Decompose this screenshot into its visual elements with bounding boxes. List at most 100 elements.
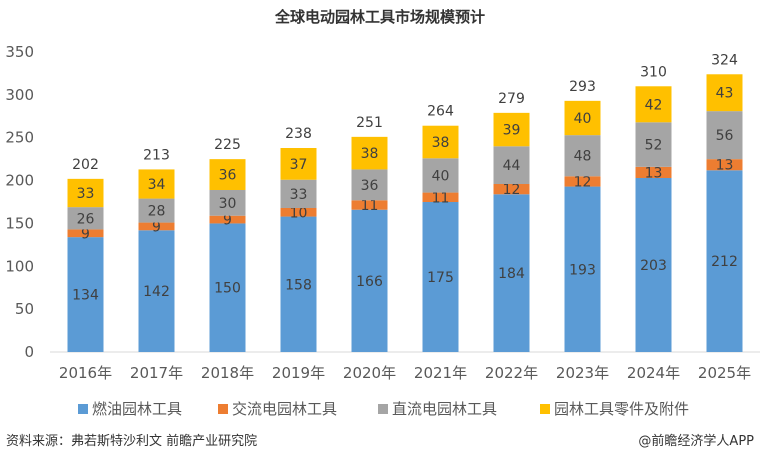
bar-segment — [422, 202, 459, 352]
bar-segment — [280, 216, 317, 352]
data-label: 13 — [716, 158, 734, 174]
bar-segment — [422, 192, 459, 202]
data-label: 38 — [361, 146, 379, 162]
total-label: 293 — [569, 79, 596, 95]
x-tick-label: 2018年 — [201, 364, 254, 382]
y-tick-label: 50 — [15, 300, 34, 318]
y-tick-label: 0 — [24, 343, 34, 361]
legend-swatch — [378, 404, 388, 414]
legend-label: 园林工具零件及附件 — [554, 400, 689, 418]
bar-segment — [706, 74, 743, 112]
data-label: 175 — [427, 270, 454, 286]
x-tick-label: 2016年 — [59, 364, 112, 382]
bar-segment — [706, 111, 743, 160]
data-label: 134 — [72, 288, 99, 304]
data-label: 150 — [214, 281, 241, 297]
legend-swatch — [540, 404, 550, 414]
legend-label: 交流电园林工具 — [232, 400, 337, 418]
x-tick-label: 2024年 — [627, 364, 680, 382]
total-label: 225 — [214, 137, 241, 153]
bar-segment — [635, 166, 672, 178]
bar-segment — [138, 198, 175, 223]
bar-segment — [493, 112, 530, 147]
y-tick-label: 150 — [5, 214, 34, 232]
bar-segment — [280, 208, 317, 217]
data-label: 11 — [432, 190, 450, 206]
y-tick-label: 250 — [5, 129, 34, 147]
bar-segment — [138, 222, 175, 231]
data-label: 33 — [77, 186, 95, 202]
data-label: 40 — [432, 168, 450, 184]
data-label: 10 — [290, 205, 308, 221]
x-tick-label: 2019年 — [272, 364, 325, 382]
data-label: 193 — [569, 262, 596, 278]
bar-segment — [422, 158, 459, 193]
data-label: 28 — [148, 204, 166, 220]
bar-segment — [280, 179, 317, 208]
bar-segment — [564, 135, 601, 177]
total-label: 310 — [640, 64, 667, 80]
bar-segment — [67, 237, 104, 352]
bar-segment — [67, 178, 104, 208]
data-label: 56 — [716, 128, 734, 144]
source-note: 资料来源：弗若斯特沙利文 前瞻产业研究院 — [6, 433, 257, 449]
data-label: 203 — [640, 258, 667, 274]
data-label: 142 — [143, 284, 170, 300]
x-tick-label: 2020年 — [343, 364, 396, 382]
total-label: 202 — [72, 157, 99, 173]
bar-segment — [564, 100, 601, 136]
data-label: 9 — [223, 213, 232, 229]
data-label: 48 — [574, 149, 592, 165]
data-label: 158 — [285, 277, 312, 293]
y-tick-label: 300 — [5, 86, 34, 104]
x-tick-label: 2017年 — [130, 364, 183, 382]
data-label: 12 — [503, 182, 521, 198]
brand-credit: @前瞻经济学人APP — [638, 433, 754, 449]
data-label: 34 — [148, 177, 166, 193]
bar-segment — [280, 148, 317, 180]
data-label: 166 — [356, 274, 383, 290]
total-label: 213 — [143, 147, 170, 163]
legend-label: 直流电园林工具 — [392, 400, 497, 418]
legend: 燃油园林工具 交流电园林工具 直流电园林工具 园林工具零件及附件 — [78, 400, 689, 418]
bar-segment — [351, 136, 388, 170]
bar-segment — [138, 230, 175, 352]
legend-label: 燃油园林工具 — [92, 400, 182, 418]
y-tick-label: 350 — [5, 43, 34, 61]
x-tick-label: 2025年 — [698, 364, 751, 382]
legend-swatch — [78, 404, 88, 414]
bar-segment — [209, 223, 246, 352]
bar-segment — [564, 186, 601, 352]
data-label: 13 — [645, 165, 663, 181]
bar-segment — [67, 207, 104, 230]
bar-segment — [635, 178, 672, 352]
data-label: 36 — [219, 168, 237, 184]
data-label: 9 — [81, 226, 90, 242]
data-label: 37 — [290, 157, 308, 173]
bar-segment — [493, 146, 530, 184]
bar-segment — [706, 159, 743, 171]
bar-segment — [706, 170, 743, 352]
bar-segment — [564, 176, 601, 187]
total-label: 264 — [427, 104, 454, 120]
bar-segment — [67, 229, 104, 238]
bar-segment — [209, 190, 246, 216]
bar-segment — [351, 209, 388, 352]
y-tick-label: 200 — [5, 172, 34, 190]
bar-segment — [138, 169, 175, 199]
total-label: 279 — [498, 91, 525, 107]
data-label: 38 — [432, 135, 450, 151]
data-label: 26 — [77, 211, 95, 227]
data-label: 9 — [152, 219, 161, 235]
x-tick-label: 2021年 — [414, 364, 467, 382]
data-label: 52 — [645, 138, 663, 154]
x-tick-label: 2023年 — [556, 364, 609, 382]
total-label: 251 — [356, 115, 383, 131]
bar-segment — [209, 215, 246, 224]
bars: 134926332022016年142928342132017年15093036… — [59, 52, 751, 382]
total-label: 324 — [711, 52, 738, 68]
data-label: 43 — [716, 86, 734, 102]
bar-segment — [635, 86, 672, 123]
bar-segment — [635, 122, 672, 167]
